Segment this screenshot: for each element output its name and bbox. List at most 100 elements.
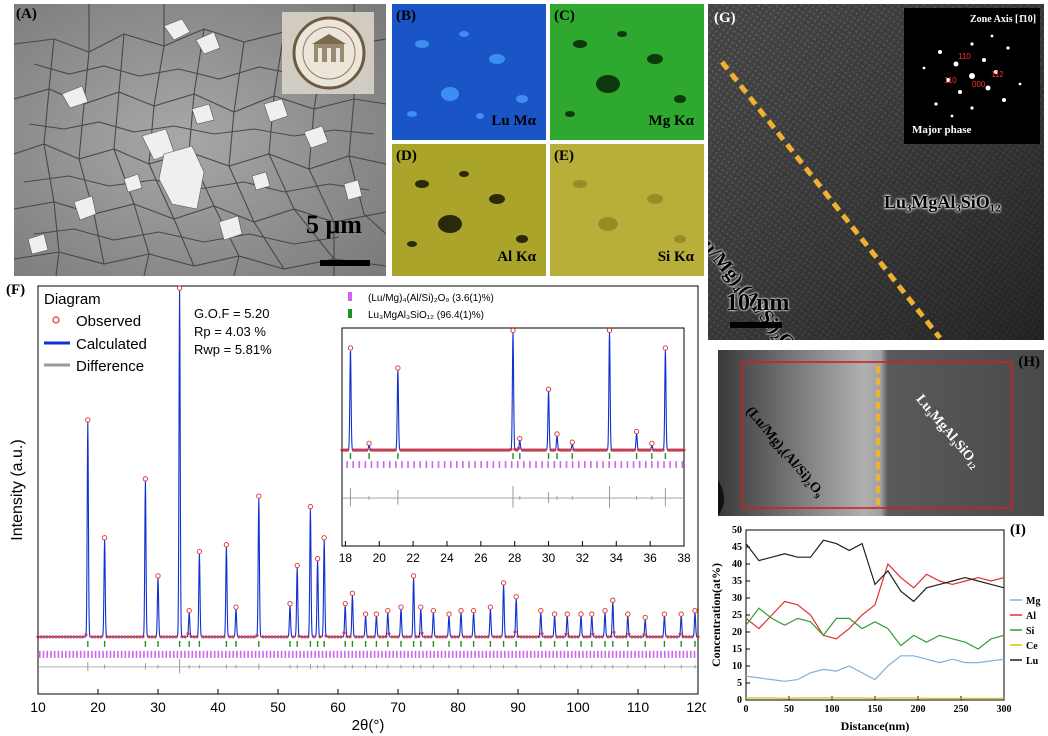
observed-background-point — [496, 448, 500, 452]
observed-point — [85, 417, 91, 423]
observed-background-point — [75, 635, 79, 639]
x-tick-label: 28 — [508, 551, 522, 565]
observed-point — [662, 345, 669, 351]
observed-background-point — [471, 448, 475, 452]
observed-point — [186, 607, 192, 614]
observed-point — [395, 365, 401, 371]
observed-background-point — [551, 448, 555, 452]
observed-background-point — [382, 448, 386, 452]
observed-background-point — [546, 635, 550, 639]
observed-background-point — [513, 630, 517, 634]
eds-map-mg: (C) Mg Kα — [550, 4, 704, 140]
x-tick-label: 26 — [474, 551, 488, 565]
observed-point — [517, 436, 523, 442]
observed-background-point — [509, 447, 513, 451]
observed-background-point — [418, 448, 422, 452]
observed-background-point — [168, 635, 172, 639]
observed-background-point — [522, 635, 526, 639]
observed-background-point — [517, 446, 521, 450]
observed-background-point — [572, 448, 576, 452]
observed-background-point — [562, 448, 566, 452]
observed-background-point — [57, 635, 61, 639]
observed-background-point — [633, 448, 637, 452]
observed-background-point — [433, 448, 437, 452]
conc-x-axis-label: Distance(nm) — [841, 719, 910, 733]
observed-point — [538, 607, 544, 614]
observed-background-point — [408, 448, 412, 452]
observed-background-point — [525, 635, 529, 639]
conc-y-tick-label: 35 — [732, 576, 742, 587]
observed-point — [606, 327, 613, 334]
observed-point — [500, 580, 507, 586]
x-tick-label: 18 — [339, 551, 353, 565]
observed-background-point — [621, 635, 625, 639]
observed-background-point — [93, 635, 97, 639]
observed-background-point — [48, 635, 52, 639]
observed-background-point — [583, 448, 587, 452]
panel-label-d: (D) — [396, 148, 417, 164]
observed-point — [545, 386, 552, 392]
observed-background-point — [361, 448, 365, 452]
observed-background-point — [477, 635, 481, 639]
x-tick-label: 120 — [686, 699, 706, 715]
observed-background-point — [439, 448, 443, 452]
observed-background-point — [180, 635, 184, 639]
observed-background-point — [573, 635, 577, 639]
observed-background-point — [249, 635, 253, 639]
observed-background-point — [621, 448, 625, 452]
observed-background-point — [549, 635, 553, 639]
observed-background-point — [645, 635, 649, 639]
observed-background-point — [460, 448, 464, 452]
conc-plot-frame — [745, 529, 1005, 701]
legend-label-si: Si — [1026, 626, 1035, 637]
observed-background-point — [355, 448, 359, 452]
observed-background-point — [532, 448, 536, 452]
observed-background-point — [660, 635, 664, 639]
observed-point — [569, 439, 575, 445]
panel-label-c: (C) — [554, 8, 575, 24]
observed-background-point — [417, 635, 421, 639]
observed-background-point — [423, 635, 427, 639]
observed-background-point — [674, 448, 678, 452]
panel-label-h: (H) — [1018, 354, 1040, 370]
observed-background-point — [522, 448, 526, 452]
observed-background-point — [96, 635, 100, 639]
observed-background-point — [243, 635, 247, 639]
observed-background-point — [401, 448, 405, 452]
observed-background-point — [482, 448, 487, 452]
observed-background-point — [327, 635, 331, 639]
observed-background-point — [380, 448, 384, 452]
observed-point — [487, 604, 494, 610]
observed-background-point — [153, 635, 157, 639]
observed-background-point — [207, 635, 211, 639]
eds-map-al: (D) Al Kα — [392, 144, 546, 276]
observed-background-point — [452, 448, 456, 452]
observed-background-point — [588, 635, 592, 639]
observed-background-point — [555, 635, 559, 639]
observed-point — [661, 611, 668, 617]
observed-background-point — [614, 448, 618, 452]
x-tick-label: 20 — [90, 699, 106, 715]
observed-background-point — [515, 448, 519, 452]
x-tick-label: 20 — [373, 551, 387, 565]
observed-background-point — [671, 448, 675, 452]
observed-background-point — [435, 635, 439, 639]
observed-background-point — [619, 448, 623, 452]
observed-background-point — [389, 448, 393, 452]
observed-background-point — [612, 630, 616, 634]
observed-background-point — [519, 635, 523, 639]
observed-background-point — [682, 448, 686, 452]
observed-point — [470, 607, 477, 614]
observed-background-point — [558, 448, 563, 452]
observed-background-point — [676, 448, 680, 452]
observed-background-point — [276, 635, 280, 639]
observed-background-point — [454, 448, 458, 452]
observed-background-point — [524, 448, 528, 452]
observed-background-point — [363, 448, 367, 452]
observed-point — [142, 476, 149, 482]
observed-background-point — [579, 448, 583, 452]
observed-background-point — [642, 633, 646, 637]
observed-point — [430, 607, 437, 614]
observed-background-point — [443, 448, 447, 452]
observed-background-point — [516, 634, 520, 639]
